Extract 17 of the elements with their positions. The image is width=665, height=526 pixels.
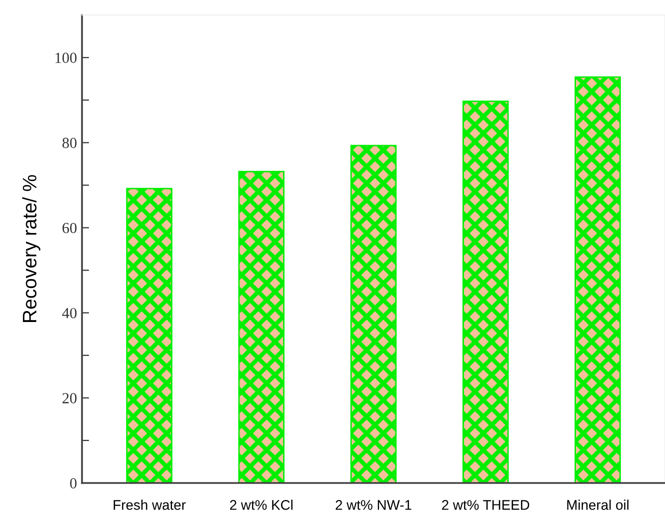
bar [574,76,621,483]
y-tick-label: 80 [62,138,77,148]
y-axis-title: Recovery rate/ % [22,175,40,322]
y-tick-label: 100 [56,52,77,63]
x-tick-label: 2 wt% THEED [442,500,530,510]
x-tick-label: Fresh water [114,500,186,510]
x-tick-label: 2 wt% NW-1 [336,500,412,510]
bar [126,188,172,483]
y-tick-label: 0 [70,478,77,488]
x-tick-label: Mineral oil [567,500,628,510]
x-tick-label: 2 wt% KCl [230,500,292,510]
bar [462,100,509,483]
bar [350,144,397,483]
y-tick-label: 60 [62,222,77,234]
bar [238,170,285,483]
y-tick-label: 40 [62,308,77,318]
y-tick-label: 20 [62,393,77,404]
